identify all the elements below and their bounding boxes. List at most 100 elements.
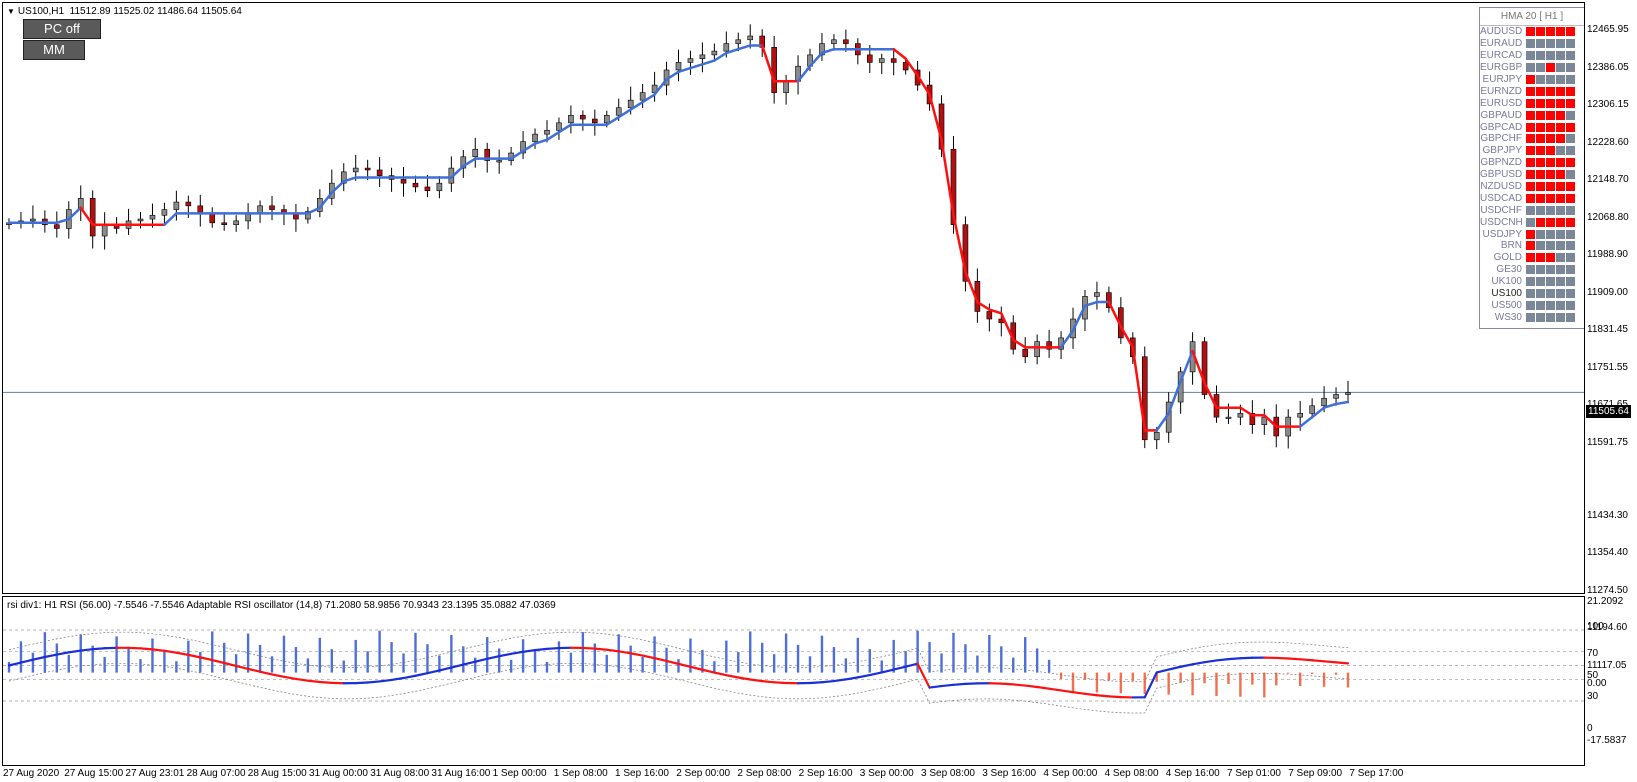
rsi-segment [677,662,692,668]
price-tick: 11751.55 [1587,361,1628,373]
rsi-histogram-bar [964,644,967,673]
candle [699,42,706,73]
trail-segment [665,70,680,81]
hma-dashboard-panel: HMA 20 [ H1 ] AUDUSD EURAUD EURCAD EURGBP EU… [1479,7,1584,329]
hma-row-usdjpy[interactable]: USDJPY [1480,228,1584,240]
trail-segment [1083,300,1099,308]
price-chart-canvas [3,24,1584,450]
hma-row-usdchf[interactable]: USDCHF [1480,204,1584,216]
rsi-lower-band [8,663,1349,714]
hma-row-uk100[interactable]: UK100 [1480,276,1584,288]
hma-row-eurusd[interactable]: EURUSD [1480,97,1584,109]
rsi-segment [940,683,955,688]
candle [687,50,694,75]
rsi-segment [55,651,70,656]
rsi-histogram-bar [760,642,764,673]
hma-row-usdcnh[interactable]: USDCNH [1480,216,1584,228]
hma-row-gbpusd[interactable]: GBPUSD [1480,169,1584,181]
rsi-segment [1311,659,1326,663]
hma-row-gbpnzd[interactable]: GBPNZD [1480,157,1584,169]
rsi-histogram-bar [426,644,429,673]
trail-segment [964,270,979,304]
hma-signal-red [1566,122,1575,132]
candle [18,211,24,229]
hma-signal-grey [1536,265,1545,275]
hma-row-brn[interactable]: BRN [1480,240,1584,252]
hma-signal-red [1536,86,1545,96]
hma-row-eurcad[interactable]: EURCAD [1480,50,1584,62]
hma-signal-red [1536,122,1545,132]
rsi-histogram-bar [1012,657,1015,673]
rsi-histogram-bar [1083,672,1087,680]
main-price-chart[interactable]: ▼ US100,H1 11512.89 11525.02 11486.64 115… [2,2,1585,594]
rsi-histogram-bar [342,660,345,673]
candle [1309,398,1315,419]
hma-row-us500[interactable]: US500 [1480,299,1584,311]
hma-row-gbpcad[interactable]: GBPCAD [1480,121,1584,133]
rsi-histogram-bar [653,636,656,673]
rsi-segment [713,671,728,677]
rsi-segment [737,676,752,681]
rsi-histogram-bar [832,647,836,673]
hma-signal-grey [1526,277,1535,287]
rsi-histogram-bar [593,643,597,673]
hma-row-gold[interactable]: GOLD [1480,252,1584,264]
hma-signal-grey [1546,312,1555,322]
candle [89,190,96,249]
rsi-histogram-bar [557,641,561,673]
hma-signal-red [1526,27,1535,37]
hma-row-gbpaud[interactable]: GBPAUD [1480,109,1584,121]
rsi-segment [1275,656,1290,660]
candle [1261,408,1268,435]
rsi-histogram-bar [641,656,644,673]
hma-signal-grey [1556,289,1565,299]
rsi-histogram-bar [713,661,716,673]
rsi-histogram-bar [916,630,919,673]
hma-signal-red [1546,158,1555,168]
hma-signal-grey [1536,241,1545,251]
mm-button[interactable]: MM [23,40,85,60]
rsi-histogram-bar [1263,672,1266,698]
rsi-histogram-bar [222,642,226,673]
rsi-histogram-bar [988,634,991,673]
time-tick: 28 Aug 07:00 [186,768,246,779]
pc-off-button[interactable]: PC off [23,19,101,39]
hma-row-nzdusd[interactable]: NZDUSD [1480,181,1584,193]
hma-row-gbpchf[interactable]: GBPCHF [1480,133,1584,145]
hma-signal-red [1556,98,1565,108]
rsi-histogram-bar [450,634,453,673]
rsi-tick: 0.00 [1587,678,1607,689]
rsi-segment [1000,682,1015,686]
trail-segment [79,206,94,226]
rsi-segment [1071,691,1087,695]
hma-row-eurnzd[interactable]: EURNZD [1480,85,1584,97]
trail-segment [1322,402,1338,409]
rsi-segment [211,659,226,665]
time-tick: 27 Aug 2020 [3,768,60,779]
rsi-histogram-bar [1035,648,1039,673]
time-tick: 7 Sep 01:00 [1227,768,1281,779]
rsi-histogram-bar [258,644,262,673]
hma-row-gbpjpy[interactable]: GBPJPY [1480,145,1584,157]
rsi-tick: 21.2092 [1587,596,1624,607]
rsi-histogram-bar [509,659,513,673]
rsi-histogram-bar [1322,672,1326,687]
hma-row-audusd[interactable]: AUDUSD [1480,26,1584,38]
rsi-indicator-panel[interactable]: rsi div1: H1 RSI (56.00) -7.5546 -7.5546… [2,596,1585,766]
trail-segment [1012,338,1027,349]
hma-signal-grey [1566,253,1575,263]
hma-row-us100[interactable]: US100 [1480,288,1584,300]
rsi-histogram-bar [701,649,704,673]
hma-signal-red [1536,134,1545,144]
rsi-segment [294,677,309,682]
hma-row-ws30[interactable]: WS30 [1480,311,1584,323]
hma-row-eurgbp[interactable]: EURGBP [1480,62,1584,74]
candle [592,109,598,136]
hma-row-euraud[interactable]: EURAUD [1480,38,1584,50]
hma-row-usdcad[interactable]: USDCAD [1480,192,1584,204]
hma-symbol-label: GE30 [1496,264,1522,276]
hma-row-ge30[interactable]: GE30 [1480,264,1584,276]
hma-row-eurjpy[interactable]: EURJPY [1480,74,1584,86]
hma-symbol-label: EURNZD [1480,85,1522,97]
hma-signal-red [1546,110,1555,120]
